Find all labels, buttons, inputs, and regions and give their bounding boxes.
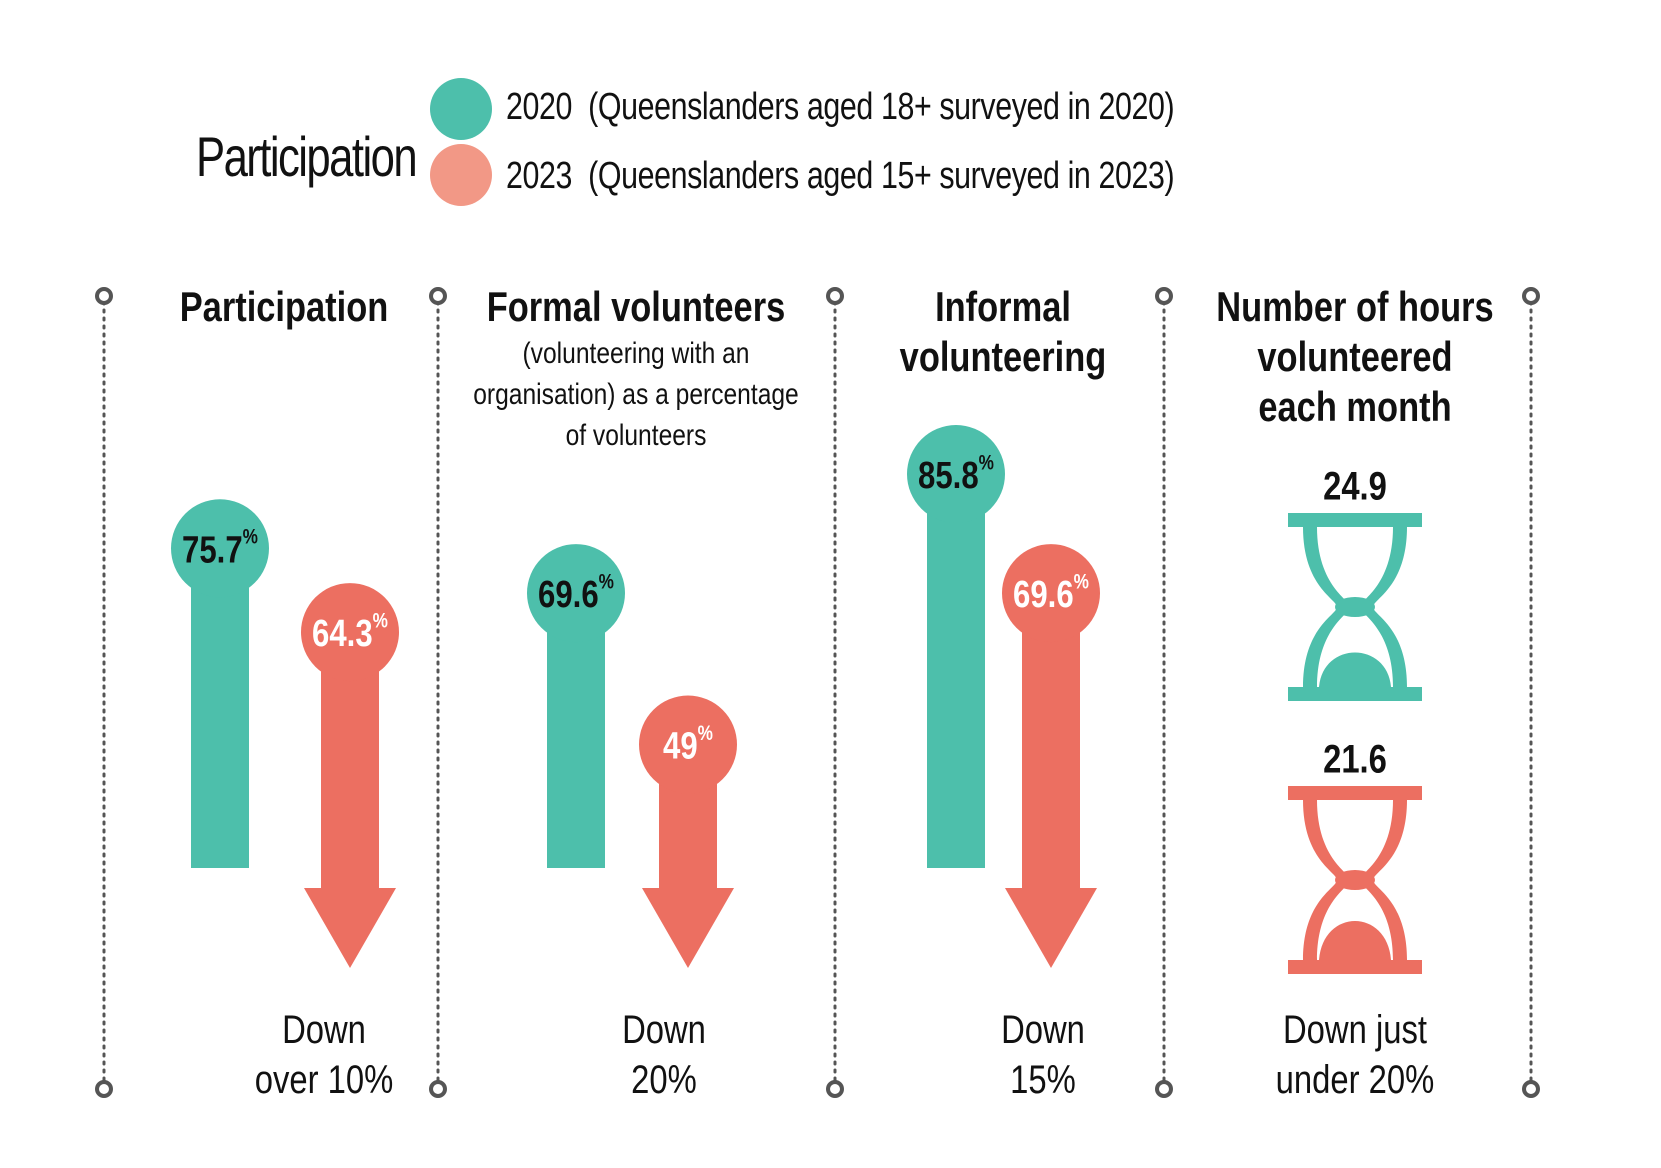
change-caption-0: Down <box>282 1008 366 1052</box>
divider-end-bottom-1 <box>429 1080 447 1098</box>
hourglass-part-0 <box>1319 652 1391 687</box>
change-caption-3: under 20% <box>1275 1058 1435 1102</box>
change-caption-2: 15% <box>1010 1058 1076 1102</box>
legend-label-2023: 2023 (Queenslanders aged 15+ surveyed in… <box>506 155 1175 198</box>
arrow-down-icon <box>642 888 734 968</box>
hourglass-icon <box>1288 513 1422 701</box>
legend-title: Participation <box>196 125 418 188</box>
column-title-2: Informal <box>935 283 1071 330</box>
hourglass-part-1 <box>1335 870 1375 890</box>
legend-label-2020: 2020 (Queenslanders aged 18+ surveyed in… <box>506 86 1175 129</box>
column-title-1: Formal volunteers <box>486 283 786 330</box>
legend-swatch-2023 <box>430 144 492 206</box>
value-label-2023-0: 64.3% <box>312 609 388 655</box>
hourglass-icon <box>1288 786 1422 974</box>
bar-head-2020-1 <box>527 544 625 643</box>
legend-year-2023: 2023 <box>506 155 573 197</box>
legend-desc-2020: (Queenslanders aged 18+ surveyed in 2020… <box>588 86 1175 128</box>
change-caption-0: over 10% <box>254 1058 394 1102</box>
column-title-0: Participation <box>179 283 389 330</box>
divider-end-bottom-0 <box>95 1080 113 1098</box>
hourglass-part-1 <box>1359 800 1407 960</box>
divider-end-bottom-2 <box>826 1080 844 1098</box>
change-caption-3: Down just <box>1282 1008 1428 1052</box>
divider-end-top-2 <box>826 287 844 305</box>
change-caption-2: Down <box>1001 1008 1085 1052</box>
divider-end-top-1 <box>429 287 447 305</box>
bar-head-2023-2 <box>1002 544 1100 643</box>
hourglass-part-1 <box>1303 800 1351 960</box>
divider-end-bottom-4 <box>1522 1080 1540 1098</box>
bar-head-2023-1 <box>639 695 737 794</box>
divider-end-top-4 <box>1522 287 1540 305</box>
value-label-2023-1: 49% <box>663 722 713 768</box>
change-caption-1: 20% <box>631 1058 697 1102</box>
change-caption-1: Down <box>622 1008 706 1052</box>
hourglass-part-0 <box>1359 527 1407 687</box>
column-subtitle-1: of volunteers <box>565 419 707 452</box>
hourglass-part-1 <box>1319 921 1391 960</box>
value-label-2020-1: 69.6% <box>538 570 614 616</box>
hourglass-part-0 <box>1335 597 1375 617</box>
arrow-down-icon <box>1005 888 1097 968</box>
column-title-3: Number of hours <box>1216 283 1494 330</box>
hourglass-part-0 <box>1288 687 1422 701</box>
bar-2020-0 <box>191 548 249 868</box>
hourglass-part-1 <box>1288 960 1422 974</box>
hourglass-part-0 <box>1288 513 1422 527</box>
divider-end-bottom-3 <box>1155 1080 1173 1098</box>
divider-end-top-3 <box>1155 287 1173 305</box>
hours-value-2020: 24.9 <box>1323 464 1387 509</box>
hours-value-2023: 21.6 <box>1323 737 1387 782</box>
value-label-2020-0: 75.7% <box>182 525 258 571</box>
column-title-3: volunteered <box>1257 333 1453 380</box>
hourglass-part-1 <box>1288 786 1422 800</box>
bar-head-2020-2 <box>907 425 1005 524</box>
bar-2020-2 <box>927 474 985 868</box>
arrow-down-icon <box>304 888 396 968</box>
bar-head-2020-0 <box>171 499 269 598</box>
column-subtitle-1: (volunteering with an <box>522 337 750 370</box>
legend-swatch-2020 <box>430 78 492 140</box>
legend-year-2020: 2020 <box>506 86 573 128</box>
bar-head-2023-0 <box>301 583 399 682</box>
legend-desc-2023: (Queenslanders aged 15+ surveyed in 2023… <box>588 155 1175 197</box>
value-label-2023-2: 69.6% <box>1013 570 1089 616</box>
column-title-2: volunteering <box>899 333 1107 380</box>
divider-end-top-0 <box>95 287 113 305</box>
bar-2023-2 <box>1022 593 1080 889</box>
column-title-3: each month <box>1258 383 1452 430</box>
value-label-2020-2: 85.8% <box>918 451 994 497</box>
column-subtitle-1: organisation) as a percentage <box>473 378 799 411</box>
hourglass-part-0 <box>1303 527 1351 687</box>
